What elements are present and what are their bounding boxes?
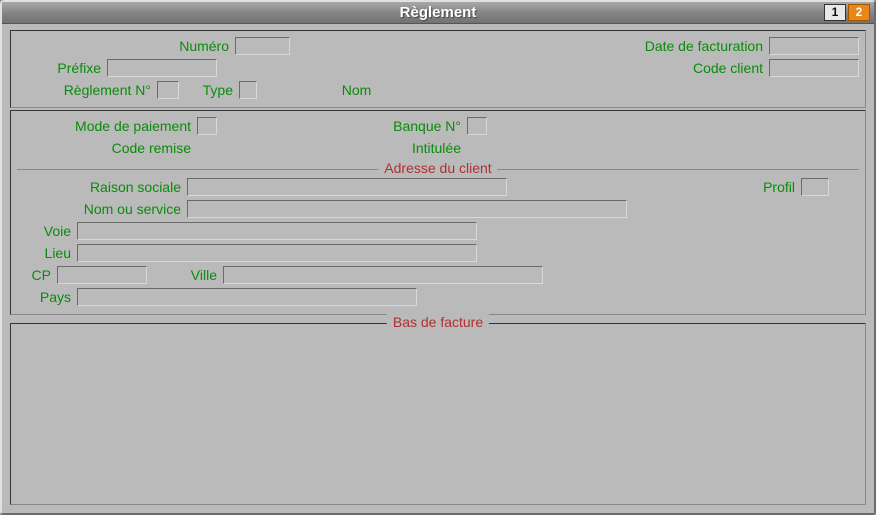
window-body: Numéro Date de facturation Préfixe Code … (2, 24, 874, 513)
input-voie[interactable] (77, 222, 477, 240)
window-title: Règlement (2, 4, 874, 21)
input-mode-paiement[interactable] (197, 117, 217, 135)
input-prefixe[interactable] (107, 59, 217, 77)
label-banque-no: Banque N° (217, 118, 467, 134)
input-cp[interactable] (57, 266, 147, 284)
input-profil[interactable] (801, 178, 829, 196)
label-mode-paiement: Mode de paiement (17, 118, 197, 134)
panel-header: Numéro Date de facturation Préfixe Code … (10, 30, 866, 108)
titlebar: Règlement 1 2 (2, 2, 874, 24)
label-profil: Profil (763, 179, 801, 195)
input-nom-service[interactable] (187, 200, 627, 218)
input-banque-no[interactable] (467, 117, 487, 135)
reglement-window: Règlement 1 2 Numéro Date de facturation… (0, 0, 876, 515)
label-code-client: Code client (693, 60, 769, 76)
label-type: Type (179, 82, 239, 98)
input-date-facturation[interactable] (769, 37, 859, 55)
label-cp: CP (17, 267, 57, 283)
input-raison-sociale[interactable] (187, 178, 507, 196)
label-raison-sociale: Raison sociale (17, 179, 187, 195)
label-reglement-no: Règlement N° (17, 82, 157, 98)
tab-1[interactable]: 1 (824, 4, 846, 21)
label-code-remise: Code remise (17, 140, 197, 156)
input-lieu[interactable] (77, 244, 477, 262)
label-date-facturation: Date de facturation (645, 38, 769, 54)
legend-adresse-client: Adresse du client (378, 160, 497, 176)
panel-bas-facture: Bas de facture (10, 323, 866, 505)
label-prefixe: Préfixe (17, 60, 107, 76)
label-nom: Nom (257, 82, 462, 98)
input-numero[interactable] (235, 37, 290, 55)
label-nom-service: Nom ou service (17, 201, 187, 217)
label-voie: Voie (17, 223, 77, 239)
input-code-client[interactable] (769, 59, 859, 77)
input-type[interactable] (239, 81, 257, 99)
tab-group: 1 2 (824, 4, 870, 21)
legend-bas-facture: Bas de facture (387, 314, 489, 330)
label-numero: Numéro (17, 38, 235, 54)
label-pays: Pays (17, 289, 77, 305)
input-ville[interactable] (223, 266, 543, 284)
label-intitulee: Intitulée (227, 140, 467, 156)
tab-2[interactable]: 2 (848, 4, 870, 21)
input-pays[interactable] (77, 288, 417, 306)
label-lieu: Lieu (17, 245, 77, 261)
label-ville: Ville (147, 267, 223, 283)
input-reglement-no[interactable] (157, 81, 179, 99)
panel-payment: Mode de paiement Banque N° Code remise I… (10, 110, 866, 315)
group-adresse-client: Adresse du client Raison sociale Profil … (17, 169, 859, 308)
